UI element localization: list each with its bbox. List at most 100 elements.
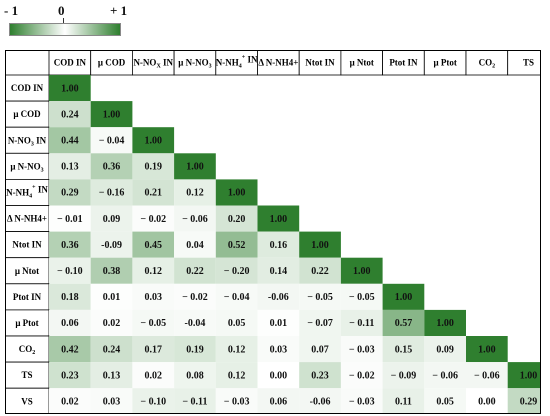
- matrix-cell-value: -0.06: [310, 397, 331, 408]
- matrix-cell-value: 0.05: [436, 397, 454, 408]
- matrix-cell: [340, 283, 383, 310]
- matrix-cell: [132, 205, 175, 232]
- matrix-cell-value: 0.38: [103, 266, 121, 277]
- matrix-cell-value: − 0.02: [349, 370, 375, 381]
- matrix-cell-value: − 0.11: [349, 318, 374, 329]
- matrix-cell-value: 0.23: [311, 370, 329, 381]
- matrix-cell: [257, 205, 300, 232]
- matrix-cell: [49, 388, 91, 414]
- matrix-cell: [299, 231, 341, 258]
- matrix-cell: [424, 309, 466, 336]
- row-header-label: N-NO3 IN: [8, 135, 47, 147]
- matrix-cell-value: − 0.05: [307, 292, 333, 303]
- matrix-cell-value: 0.44: [61, 136, 79, 147]
- row-header-label: TS: [21, 370, 32, 380]
- matrix-cell-value: 0.01: [103, 292, 121, 303]
- matrix-cell: [174, 283, 216, 310]
- matrix-cell: [174, 179, 216, 206]
- legend-gradient-bar: [9, 23, 121, 36]
- column-header-label: CO2: [479, 58, 496, 70]
- matrix-cell: [299, 283, 341, 310]
- matrix-cell: [424, 362, 466, 389]
- matrix-cell: [215, 309, 258, 336]
- matrix-cell-value: 0.16: [270, 240, 288, 251]
- matrix-cell-value: 0.07: [311, 344, 329, 355]
- matrix-cell-value: 0.17: [145, 344, 163, 355]
- matrix-cell: [90, 309, 133, 336]
- matrix-cell-value: − 0.16: [99, 188, 125, 199]
- matrix-cell: [466, 362, 508, 389]
- matrix-cell: [49, 336, 91, 363]
- matrix-cell: [257, 362, 300, 389]
- matrix-cell: [174, 153, 216, 180]
- column-header-cell: [507, 50, 541, 76]
- matrix-cell-value: 0.36: [61, 240, 79, 251]
- column-header-cell: [215, 50, 258, 76]
- matrix-cell: [257, 257, 300, 284]
- matrix-cell-value: 0.02: [103, 318, 121, 329]
- matrix-cell-value: 0.24: [61, 109, 79, 120]
- matrix-cell: [90, 362, 133, 389]
- column-header-cell: [90, 50, 133, 76]
- matrix-cell-value: 0.03: [270, 344, 288, 355]
- matrix-cell: [90, 127, 133, 154]
- matrix-cell: [49, 179, 91, 206]
- matrix-cell-value: − 0.10: [140, 397, 166, 408]
- matrix-cell-value: 0.22: [186, 266, 204, 277]
- matrix-cell-value: 0.05: [228, 318, 246, 329]
- row-header-cell: [5, 231, 50, 259]
- matrix-cell: [90, 257, 133, 284]
- matrix-cell-value: − 0.06: [432, 370, 458, 381]
- matrix-cell: [466, 388, 508, 414]
- matrix-cell-value: 1.00: [186, 162, 204, 173]
- matrix-cell: [90, 179, 133, 206]
- row-header-label: Ntot IN: [12, 240, 42, 250]
- color-scale-legend: - 1 0 + 1: [0, 0, 140, 44]
- matrix-cell-value: 1.00: [61, 83, 79, 94]
- matrix-cell: [382, 388, 425, 414]
- matrix-cell-value: 0.22: [311, 266, 329, 277]
- correlation-matrix: COD IN μ COD N-NOX IN μ N-NO3 N-NH4+ IN Δ N-N…: [5, 50, 541, 414]
- row-header-cell: [5, 178, 50, 206]
- row-header-cell: [5, 74, 50, 102]
- column-header-label: N-NOX IN: [133, 58, 173, 70]
- matrix-cell-value: 1.00: [103, 109, 121, 120]
- matrix-cell-value: 0.09: [436, 344, 454, 355]
- matrix-cell: [382, 283, 425, 310]
- matrix-cell: [340, 362, 383, 389]
- matrix-cell: [49, 257, 91, 284]
- matrix-cell-value: 0.03: [145, 292, 163, 303]
- row-header-label: Ptot IN: [13, 292, 42, 302]
- matrix-cell-value: 0.23: [61, 370, 79, 381]
- matrix-cell-value: -0.06: [268, 292, 289, 303]
- matrix-cell: [174, 362, 216, 389]
- matrix-cell-value: 1.00: [436, 318, 454, 329]
- matrix-cell: [215, 362, 258, 389]
- matrix-cell: [215, 205, 258, 232]
- matrix-cell: [132, 362, 175, 389]
- matrix-cell: [340, 309, 383, 336]
- matrix-cell-value: − 0.05: [349, 292, 375, 303]
- matrix-cell: [257, 336, 300, 363]
- matrix-cell: [132, 127, 175, 154]
- matrix-cell: [257, 283, 300, 310]
- legend-mid-label: 0: [58, 3, 65, 18]
- matrix-cell-value: 0.02: [61, 397, 79, 408]
- matrix-cell: [340, 336, 383, 363]
- matrix-cell: [382, 336, 425, 363]
- column-header-label: μ Ntot: [350, 58, 374, 68]
- matrix-cell: [132, 336, 175, 363]
- legend-max-label: + 1: [110, 3, 128, 18]
- row-header-label: Δ N-NH4+: [7, 214, 47, 224]
- column-header-label: Δ N-NH4+: [258, 58, 298, 68]
- matrix-cell-value: 0.03: [103, 397, 121, 408]
- matrix-cell-value: − 0.05: [140, 318, 166, 329]
- column-header-cell: [298, 50, 342, 76]
- matrix-cell: [49, 75, 91, 102]
- matrix-cell-value: − 0.06: [474, 370, 500, 381]
- matrix-cell: [507, 362, 541, 389]
- matrix-cell: [132, 283, 175, 310]
- matrix-cell-value: 0.06: [270, 397, 288, 408]
- matrix-cell-value: 0.11: [395, 397, 412, 408]
- matrix-cell: [49, 231, 91, 258]
